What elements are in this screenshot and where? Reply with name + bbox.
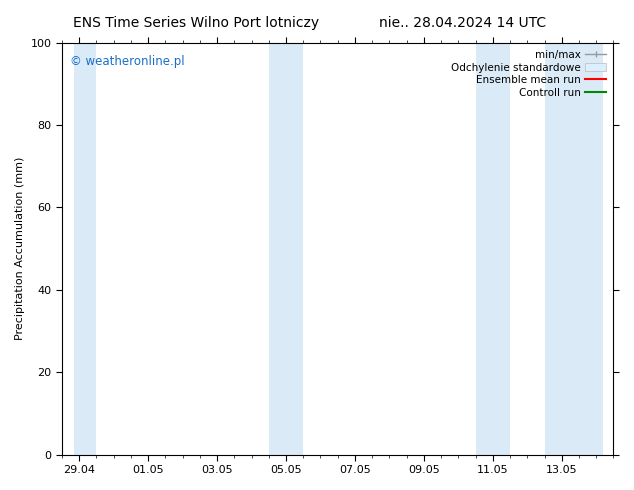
Legend: min/max, Odchylenie standardowe, Ensemble mean run, Controll run: min/max, Odchylenie standardowe, Ensembl… [450, 48, 608, 100]
Text: ENS Time Series Wilno Port lotniczy: ENS Time Series Wilno Port lotniczy [74, 16, 320, 30]
Bar [269, 43, 303, 455]
Y-axis label: Precipitation Accumulation (mm): Precipitation Accumulation (mm) [15, 157, 25, 340]
Bar [74, 43, 96, 455]
Bar [545, 43, 603, 455]
Bar [476, 43, 510, 455]
Text: nie.. 28.04.2024 14 UTC: nie.. 28.04.2024 14 UTC [379, 16, 547, 30]
Text: © weatheronline.pl: © weatheronline.pl [70, 55, 185, 68]
